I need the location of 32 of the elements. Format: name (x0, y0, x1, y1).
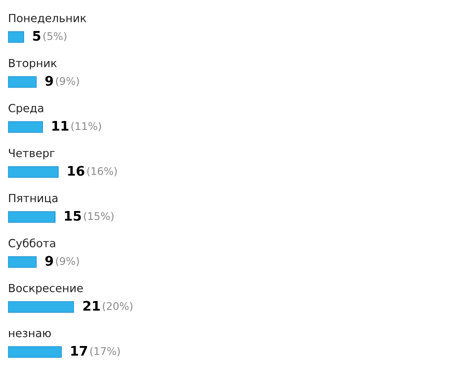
annotation: (17%) (90, 346, 120, 356)
y-tick-label: Среда (8, 104, 44, 114)
y-tick-label: Пятница (9, 194, 58, 204)
annotation: (11%) (71, 122, 101, 132)
data-label: 21 (83, 300, 100, 311)
y-tick-label: Суббота (8, 238, 56, 250)
data-label: 9 (45, 76, 53, 86)
y-tick-label: Четверг (8, 148, 55, 160)
data-label: 15 (64, 211, 81, 221)
data-label: 9 (45, 256, 53, 266)
data-label: 11 (52, 121, 68, 131)
data-label: 5 (33, 31, 40, 41)
annotation: (9%) (56, 76, 79, 86)
annotation: (15%) (84, 212, 114, 222)
bar (8, 31, 24, 43)
bar (8, 301, 74, 313)
data-label: 16 (68, 166, 84, 176)
bar (8, 166, 59, 178)
y-tick-label: незнаю (9, 330, 51, 338)
bar (8, 121, 43, 133)
data-label: 17 (71, 346, 88, 356)
annotation: (9%) (56, 256, 79, 266)
bar (8, 346, 62, 358)
annotation: (16%) (87, 166, 117, 176)
annotation: (20%) (102, 302, 132, 312)
bar (8, 211, 56, 223)
y-tick-label: Понедельник (9, 14, 86, 24)
bar (8, 256, 37, 268)
y-tick-label: Вторник (9, 58, 57, 70)
annotation: (5%) (43, 32, 66, 42)
y-tick-label: Воскресение (9, 284, 83, 294)
bar (8, 76, 37, 88)
